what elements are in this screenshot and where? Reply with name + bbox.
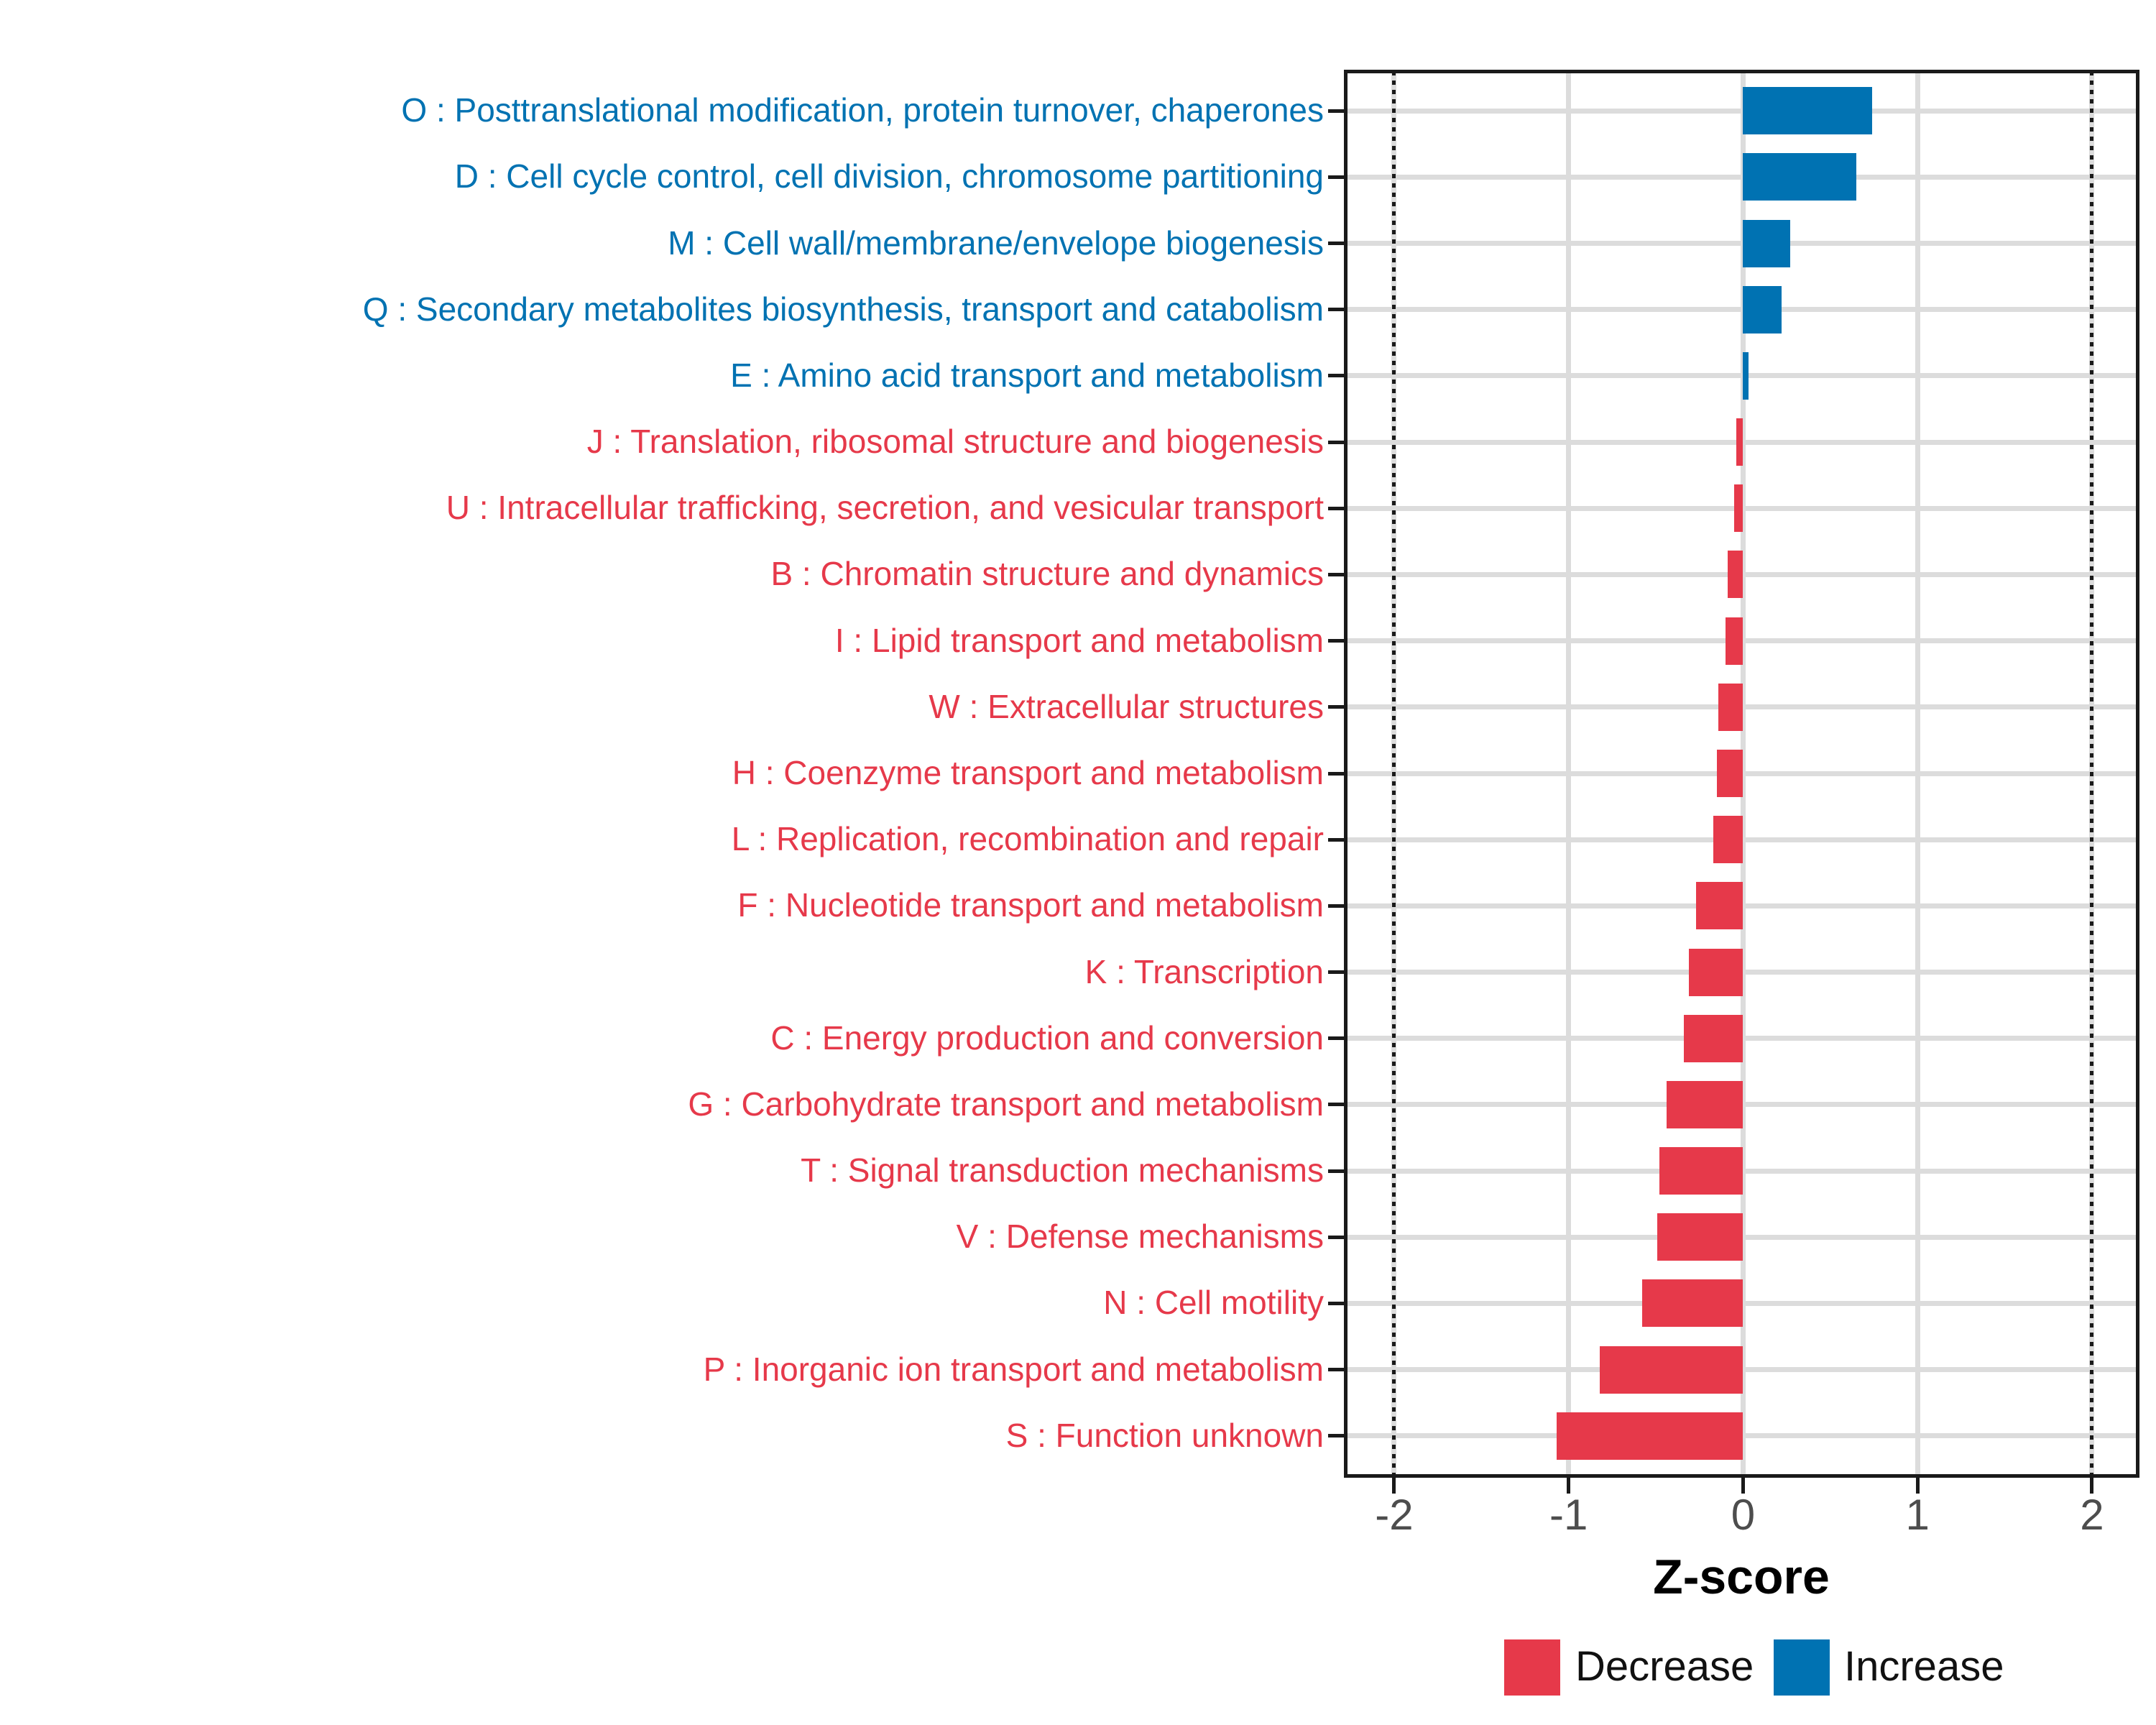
legend-label-decrease: Decrease (1575, 1642, 1754, 1690)
x-tick-2 (2090, 1477, 2094, 1494)
x-tick-label--1: -1 (1549, 1491, 1588, 1539)
category-label-F: F : Nucleotide transport and metabolism (737, 886, 1324, 924)
bar-U (1734, 484, 1743, 533)
bar-O (1743, 87, 1873, 135)
reference-line-2 (2090, 71, 2094, 1476)
bar-I (1726, 617, 1743, 665)
legend-label-increase: Increase (1844, 1642, 2004, 1690)
y-tick-I (1327, 639, 1344, 643)
category-label-K: K : Transcription (1084, 952, 1324, 990)
y-tick-H (1327, 771, 1344, 776)
bar-M (1743, 219, 1790, 267)
bar-E (1743, 351, 1749, 400)
y-tick-V (1327, 1235, 1344, 1239)
x-tick-label-2: 2 (2080, 1491, 2104, 1539)
category-label-L: L : Replication, recombination and repai… (731, 820, 1324, 858)
y-tick-W (1327, 705, 1344, 709)
category-label-D: D : Cell cycle control, cell division, c… (454, 157, 1324, 196)
plot-panel-border (1343, 69, 2139, 1478)
category-label-N: N : Cell motility (1103, 1284, 1324, 1322)
x-axis-title: Z-score (1653, 1550, 1830, 1604)
category-label-E: E : Amino acid transport and metabolism (730, 356, 1324, 395)
x-tick-label-0: 0 (1731, 1491, 1756, 1539)
y-tick-C (1327, 1036, 1344, 1041)
category-label-C: C : Energy production and conversion (770, 1018, 1324, 1057)
x-tick-0 (1741, 1477, 1745, 1494)
y-tick-N (1327, 1301, 1344, 1305)
y-tick-M (1327, 242, 1344, 246)
reference-line--2 (1392, 71, 1396, 1476)
category-label-V: V : Defense mechanisms (956, 1218, 1324, 1256)
y-tick-Q (1327, 308, 1344, 312)
category-label-H: H : Coenzyme transport and metabolism (732, 754, 1324, 792)
y-tick-L (1327, 837, 1344, 842)
y-tick-O (1327, 109, 1344, 113)
bar-D (1743, 153, 1857, 201)
y-tick-G (1327, 1103, 1344, 1107)
y-tick-B (1327, 572, 1344, 576)
gridline-x-0 (1740, 71, 1746, 1476)
x-tick-1 (1915, 1477, 1920, 1494)
bar-G (1666, 1080, 1743, 1128)
bar-C (1683, 1014, 1743, 1062)
x-tick--1 (1567, 1477, 1571, 1494)
bar-L (1713, 816, 1743, 864)
category-label-I: I : Lipid transport and metabolism (834, 621, 1324, 659)
category-label-S: S : Function unknown (1005, 1416, 1324, 1454)
bar-W (1718, 683, 1743, 731)
gridline-x-1 (1915, 71, 1920, 1476)
y-tick-T (1327, 1169, 1344, 1173)
y-tick-U (1327, 506, 1344, 510)
bar-N (1641, 1279, 1743, 1328)
bar-F (1695, 882, 1743, 930)
gridline-x--1 (1566, 71, 1572, 1476)
y-tick-J (1327, 440, 1344, 444)
legend-swatch-increase (1774, 1639, 1830, 1696)
legend-swatch-decrease (1504, 1639, 1560, 1696)
x-tick-label--2: -2 (1375, 1491, 1414, 1539)
category-label-W: W : Extracellular structures (929, 687, 1324, 725)
bar-P (1600, 1346, 1743, 1394)
y-tick-K (1327, 970, 1344, 974)
bar-T (1659, 1147, 1743, 1195)
bar-K (1689, 948, 1743, 996)
y-tick-F (1327, 903, 1344, 908)
category-label-M: M : Cell wall/membrane/envelope biogenes… (668, 224, 1324, 262)
bar-H (1717, 750, 1743, 797)
category-label-J: J : Translation, ribosomal structure and… (586, 423, 1324, 461)
bar-J (1736, 418, 1743, 466)
category-label-T: T : Signal transduction mechanisms (801, 1151, 1324, 1190)
x-tick-label-1: 1 (1905, 1491, 1930, 1539)
y-tick-D (1327, 175, 1344, 179)
bar-B (1727, 551, 1743, 599)
y-tick-S (1327, 1434, 1344, 1438)
bar-S (1556, 1412, 1743, 1460)
category-label-B: B : Chromatin structure and dynamics (770, 555, 1324, 593)
category-label-U: U : Intracellular trafficking, secretion… (446, 489, 1324, 527)
x-tick--2 (1392, 1477, 1396, 1494)
category-label-G: G : Carbohydrate transport and metabolis… (688, 1085, 1324, 1123)
category-label-Q: Q : Secondary metabolites biosynthesis, … (362, 290, 1324, 328)
y-tick-P (1327, 1368, 1344, 1372)
category-label-P: P : Inorganic ion transport and metaboli… (703, 1350, 1324, 1388)
bar-V (1657, 1213, 1743, 1261)
y-tick-E (1327, 374, 1344, 378)
bar-Q (1743, 285, 1782, 334)
category-label-O: O : Posttranslational modification, prot… (401, 91, 1324, 129)
